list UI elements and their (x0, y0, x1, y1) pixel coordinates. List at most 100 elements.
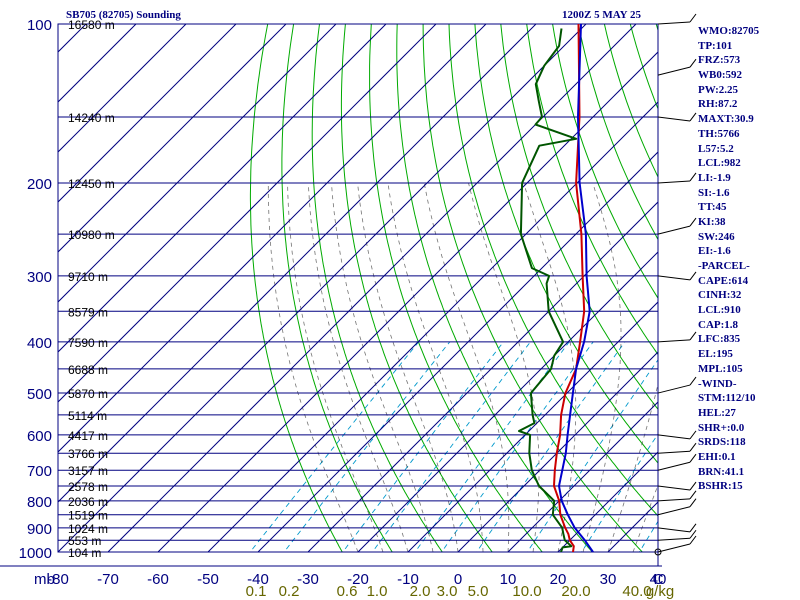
dry-adiabat-line (552, 24, 658, 300)
pressure-tick-label: 900 (27, 521, 52, 538)
isobars (58, 24, 658, 552)
index-item: SRDS:118 (698, 436, 746, 449)
pressure-tick-labels: 100 200 300 400 500 600 700 800 900 1000 mb (19, 17, 55, 588)
height-label: 3766 m (68, 447, 108, 461)
dewpoint-trace (518, 28, 578, 552)
dry-adiabat-line (396, 24, 593, 552)
wind-barb (657, 535, 697, 553)
index-item: CAPE:614 (698, 274, 749, 287)
isotherm-line (157, 51, 658, 552)
wind-barb (657, 529, 697, 541)
parcel-trace (558, 24, 594, 552)
wind-barb (657, 271, 697, 281)
mixing-ratio-label: g/kg (646, 583, 674, 600)
isotherm-line (58, 24, 287, 253)
temperature-tick-label: 20 (550, 571, 567, 588)
isotherm-line (357, 251, 658, 552)
isotherm-line (307, 201, 658, 552)
moist-adiabat-line (423, 182, 510, 552)
dry-adiabat-line (369, 24, 543, 552)
mixing-ratio-label: 10.0 (512, 583, 541, 600)
temperature-tick-label: -80 (47, 571, 69, 588)
index-item: SW:246 (698, 230, 735, 243)
index-item: CAP:1.8 (698, 318, 739, 331)
mixing-ratio-label: 0.2 (279, 583, 300, 600)
height-label: 7590 m (68, 336, 108, 350)
mixing-ratio-label: 0.6 (337, 583, 358, 600)
height-label: 1519 m (68, 509, 108, 523)
mixing-ratio-label: 2.0 (410, 583, 431, 600)
isotherm-line (107, 24, 637, 552)
height-label: 4417 m (68, 429, 108, 443)
dry-adiabats (249, 24, 658, 552)
index-item: MPL:105 (698, 362, 743, 375)
height-label: 10980 m (68, 228, 115, 242)
dry-adiabat-line (311, 24, 443, 552)
wind-barb (657, 58, 697, 76)
index-item: LFC:835 (698, 333, 741, 346)
mixing-ratio-labels: 0.1 0.2 0.6 1.0 2.0 3.0 5.0 10.0 20.0 40.0g/kg (246, 583, 675, 600)
mixing-ratio-line (342, 341, 504, 552)
temperature-tick-label: 10 (500, 571, 517, 588)
wind-barb (657, 523, 697, 533)
temperature-tick-label: -40 (247, 571, 269, 588)
isotherm-line (58, 24, 487, 453)
isotherm-line (58, 24, 187, 153)
mixing-ratio-label: 0.1 (246, 583, 267, 600)
isotherm-line (58, 24, 537, 503)
moist-adiabat-line (287, 182, 384, 552)
sounding-traces (518, 24, 594, 552)
index-item: LCL:982 (698, 157, 741, 170)
isotherm-line (58, 24, 387, 353)
wind-barb (657, 112, 697, 122)
temperature-tick-label: -60 (147, 571, 169, 588)
index-item: -WIND- (698, 377, 737, 390)
dry-adiabat-line (340, 24, 493, 552)
temperature-tick-label: -50 (197, 571, 219, 588)
index-item: RH:87.2 (698, 98, 738, 111)
wind-barbs (654, 13, 697, 556)
index-item: TT:45 (698, 201, 727, 214)
moist-adiabat-line (267, 182, 359, 552)
temperature-tick-label: C (653, 571, 664, 588)
height-label: 2036 m (68, 495, 108, 509)
dry-adiabat-line (422, 24, 643, 552)
index-item: FRZ:573 (698, 54, 741, 67)
isotherm-line (507, 401, 658, 552)
wind-barb (657, 172, 697, 184)
index-item: TH:5766 (698, 127, 740, 140)
isotherm-line (58, 24, 437, 403)
pressure-tick-label: 1000 (19, 545, 52, 562)
isotherm-line (407, 301, 658, 552)
mixing-ratio-label: 5.0 (468, 583, 489, 600)
height-label: 12450 m (68, 177, 115, 191)
wind-barb (657, 430, 697, 440)
pressure-tick-label: 400 (27, 335, 52, 352)
index-item: WMO:82705 (698, 25, 760, 37)
index-item: EHI:0.1 (698, 450, 736, 463)
mixing-ratio-label: 20.0 (561, 583, 590, 600)
dry-adiabat-line (448, 24, 658, 517)
dry-adiabat-line (281, 24, 393, 552)
height-label: 104 m (68, 546, 101, 560)
height-label: 2578 m (68, 480, 108, 494)
height-label: 9710 m (68, 270, 108, 284)
moist-adiabat-line (387, 182, 484, 552)
index-item: MAXT:30.9 (698, 113, 754, 126)
index-item: TP:101 (698, 39, 733, 52)
index-item: L57:5.2 (698, 142, 734, 155)
temperature-tick-label: 30 (600, 571, 617, 588)
index-item: HEL:27 (698, 406, 736, 419)
stability-indices-panel: WMO:82705 TP:101 FRZ:573 WB0:592 PW:2.25 RH:8… (698, 24, 798, 494)
height-label: 8579 m (68, 305, 108, 319)
index-item: PW:2.25 (698, 83, 739, 96)
temperature-tick-label: -20 (347, 571, 369, 588)
index-item: LI:-1.9 (698, 171, 731, 184)
mixing-ratio-line (371, 341, 531, 552)
dry-adiabat-line (577, 24, 658, 241)
temperature-tick-label: 40 (650, 571, 667, 588)
moist-adiabat-line (468, 182, 540, 552)
index-item: KI:38 (698, 215, 726, 228)
height-label: 6688 m (68, 363, 108, 377)
